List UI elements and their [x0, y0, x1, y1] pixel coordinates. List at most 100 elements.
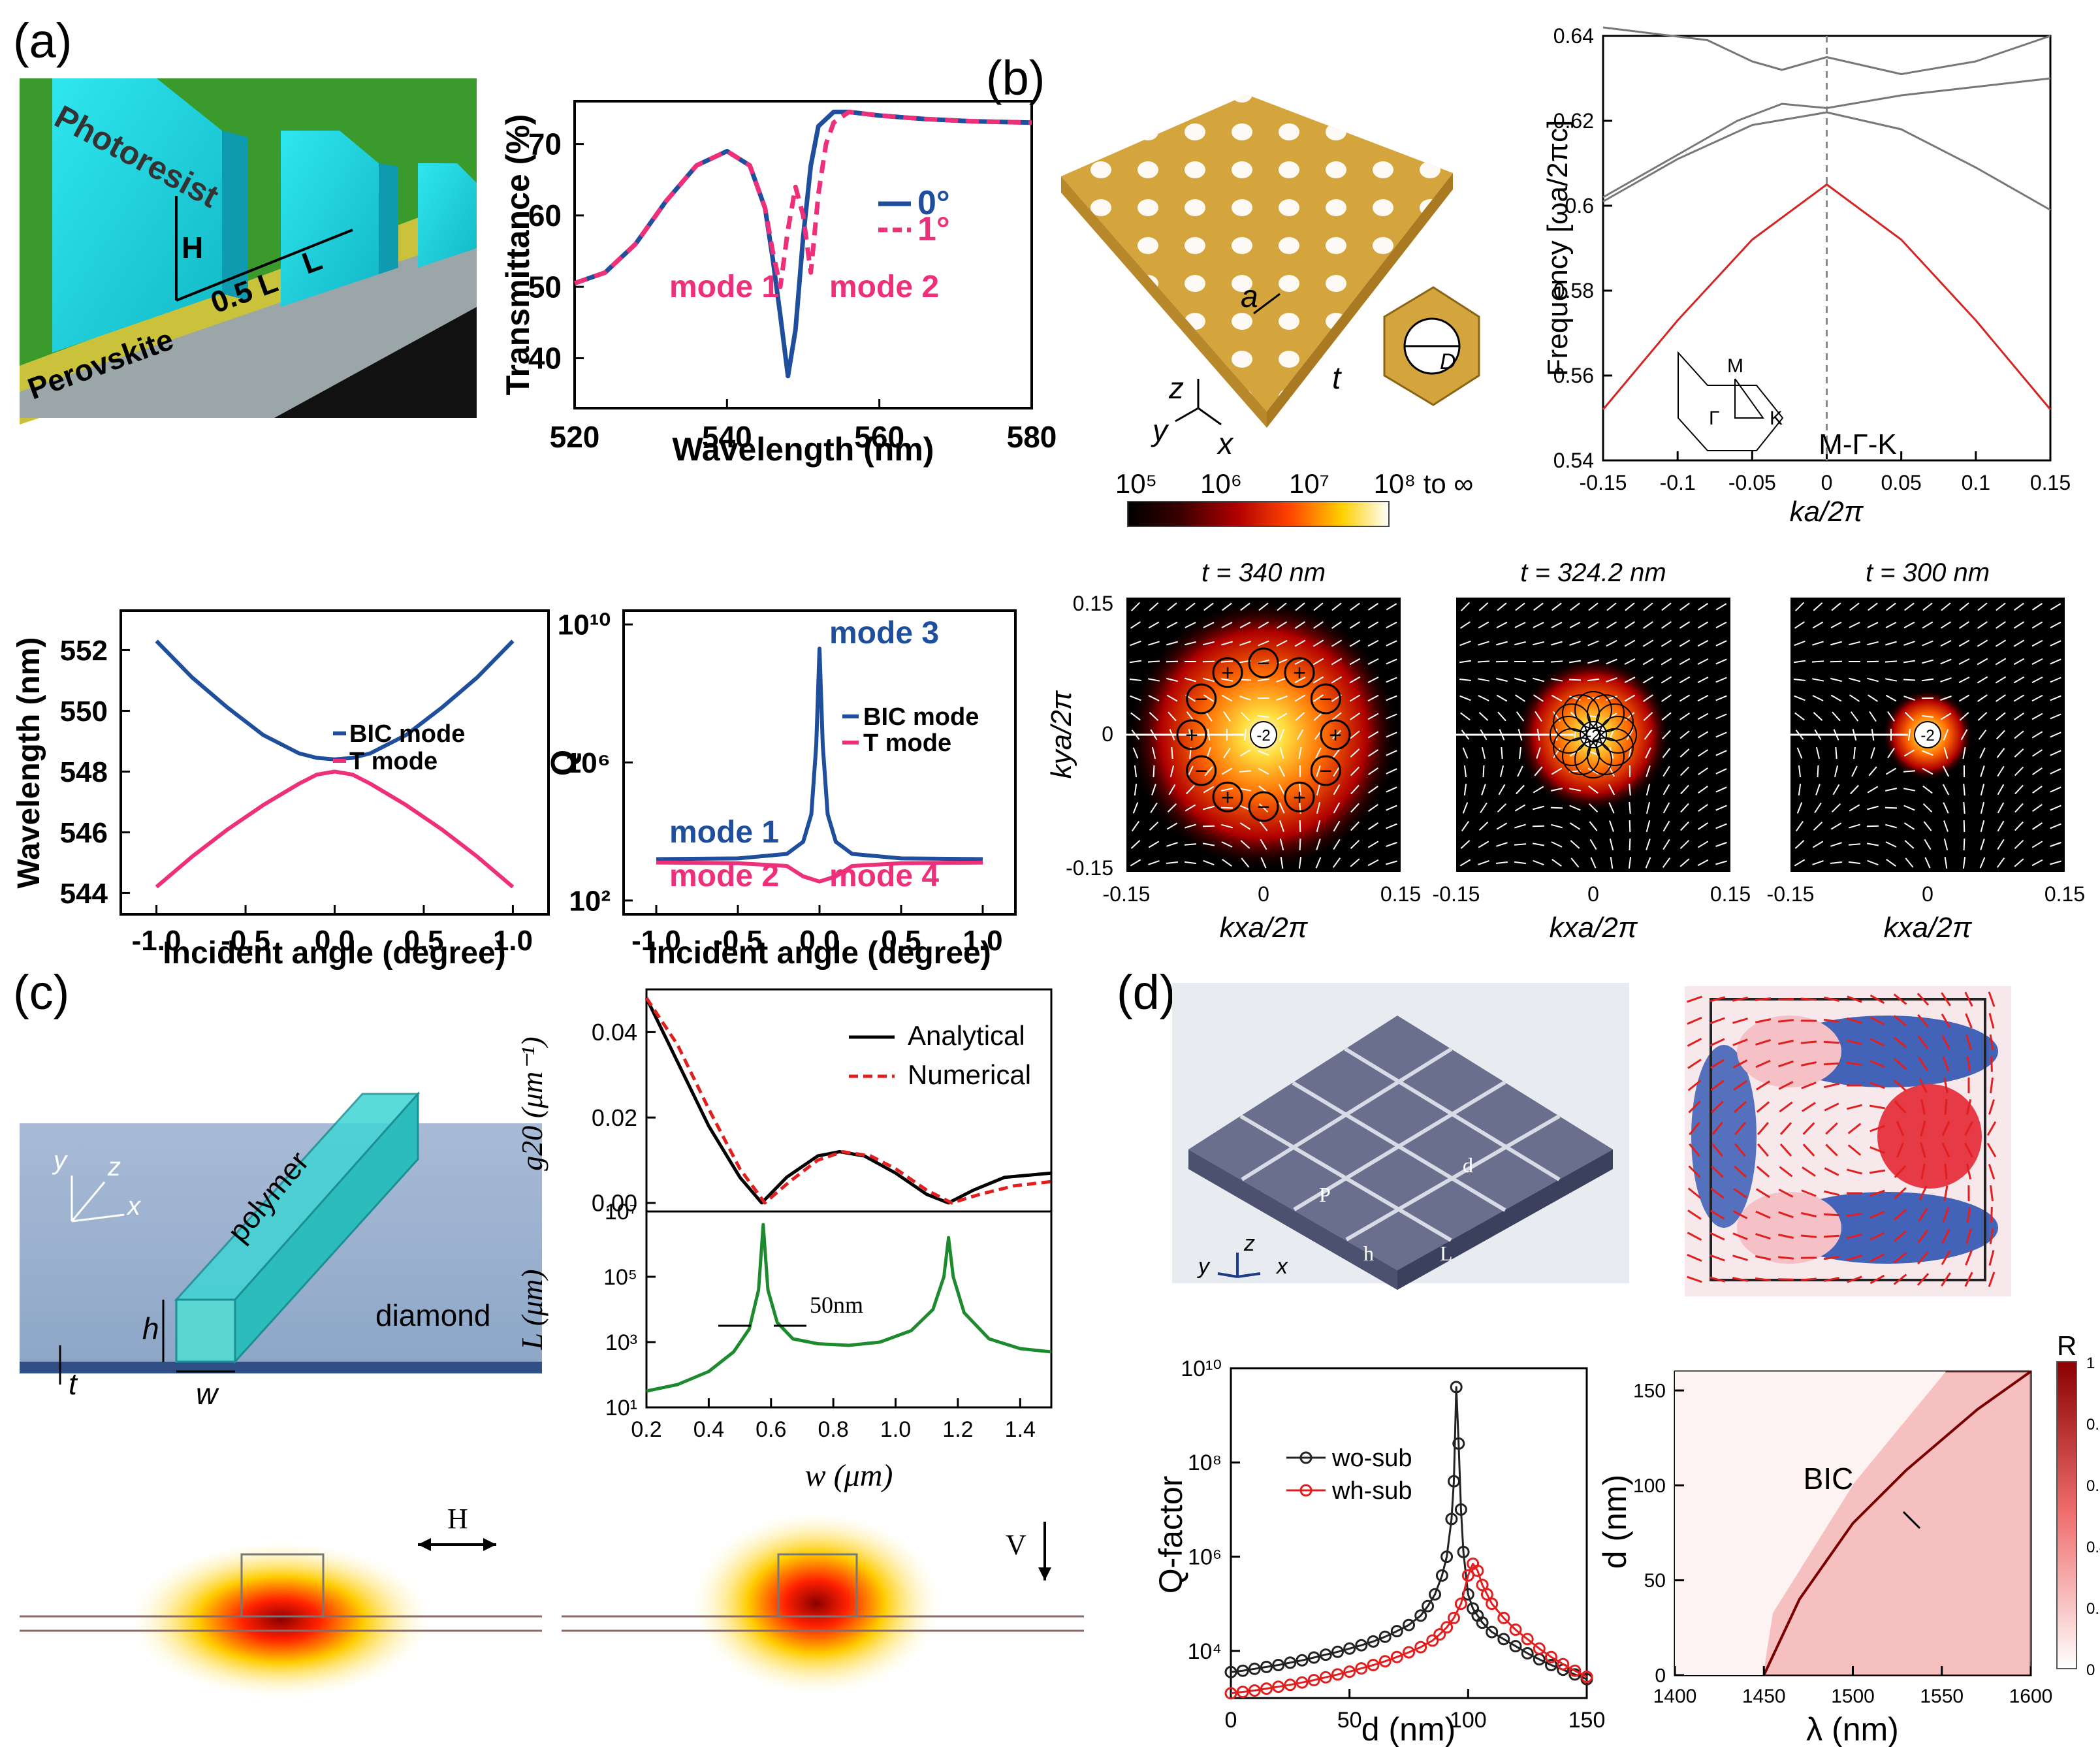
b-kspace-vector	[1849, 804, 1860, 812]
b-kspace-vector	[2031, 621, 2043, 629]
d-field-arrow	[1710, 1038, 1725, 1047]
b-kspace-vector	[1867, 859, 1879, 866]
d-field-arrow	[1779, 1101, 1793, 1113]
b-kspace-vector	[1922, 750, 1933, 756]
d-field-arrow	[1989, 1228, 1994, 1245]
b-kspace-vector	[1333, 765, 1341, 777]
d-q-point	[1319, 1648, 1332, 1661]
b-kspace-vector	[1480, 802, 1488, 814]
b-kspace-vector	[1187, 765, 1194, 777]
b-kspace-vector	[1610, 856, 1614, 869]
b-kspace-vector	[1588, 602, 1599, 611]
d-q-point	[1272, 1659, 1285, 1671]
b-kspace-vector	[1698, 803, 1708, 812]
d-field-arrow	[1896, 1121, 1905, 1136]
b-kspace-xtick: 0	[1258, 882, 1269, 906]
b-kspace-vector	[1812, 860, 1824, 865]
b-kspace-vector	[1295, 602, 1305, 611]
d-q-point	[1497, 1633, 1510, 1646]
b-kspace-vector	[1478, 712, 1489, 721]
b-kspace-vector	[1815, 746, 1821, 760]
b-kspace-vector	[1148, 678, 1160, 682]
b-kspace-vector	[1313, 694, 1324, 702]
b-kspace-vector	[1867, 622, 1879, 628]
b-kspace-vector	[1977, 712, 1988, 721]
b-kspace-vector	[1944, 856, 1948, 869]
d-field-arrow	[1823, 1018, 1840, 1023]
d-field-arrow	[1847, 1168, 1862, 1175]
b-kspace-charge-3: −	[1257, 795, 1270, 820]
b-kspace-vector	[2050, 750, 2061, 756]
b-kspace-vector	[1697, 859, 1709, 867]
b-kspace-vector	[1386, 621, 1397, 629]
a-wavelength-ytick-label: 548	[60, 756, 108, 788]
d-field-arrow	[1823, 1213, 1840, 1217]
b-kspace-vector	[1460, 712, 1471, 721]
b-kspace-vector	[1496, 677, 1508, 682]
b-kspace-vector	[1258, 621, 1269, 629]
b-kspace-vector	[1569, 805, 1581, 811]
d-field-arrow	[1893, 993, 1907, 1005]
legend-label-1: Numerical	[908, 1059, 1031, 1090]
b-kspace-vector	[1551, 678, 1563, 682]
b-kspace-vector	[1794, 840, 1805, 849]
d-field-arrow	[1801, 1082, 1817, 1089]
b-kspace-vector	[1645, 747, 1651, 759]
b-kspace-vector	[1258, 803, 1269, 813]
b-kspace-vector	[1796, 747, 1803, 759]
b-kspace-vector	[1331, 712, 1342, 721]
b-kspace-vector	[1132, 802, 1139, 814]
c-g20-ytick-label: 0.00	[592, 1190, 637, 1217]
b-kspace-center-label-0: -2	[1256, 727, 1270, 745]
b-bands-ylabel: Frequency [ωa/2πc]	[1542, 120, 1574, 376]
b-kspace-vector	[1279, 839, 1284, 850]
b-kspace-vector	[1646, 765, 1651, 777]
b-kspace-vector	[1149, 822, 1159, 831]
b-kspace-vector	[1239, 770, 1252, 773]
b-kspace-vector	[1148, 695, 1160, 701]
d-q-ytick-label: 10⁴	[1188, 1639, 1222, 1664]
b-kspace-vector	[1848, 861, 1861, 865]
b-kspace-vector	[1350, 713, 1360, 720]
b-kspace-vector	[2031, 694, 2043, 702]
b-kspace-vector	[2014, 839, 2024, 850]
b-kspace-vector	[1661, 658, 1672, 665]
b-kspace-ytick-zero: 0	[1102, 722, 1113, 746]
b-kspace-charge-ring	[1284, 657, 1315, 688]
b-kspace-vector	[1316, 839, 1321, 850]
d-field-arrow	[1869, 1274, 1885, 1285]
b-kspace-vector	[1478, 641, 1489, 646]
b-kspace-vector	[1963, 820, 1965, 833]
b-bands-series-2	[1602, 77, 2051, 199]
d-field-arrow	[1689, 1143, 1700, 1157]
b-kspace-vector	[1296, 729, 1304, 741]
a-q-ytick-label: 10¹⁰	[558, 609, 611, 641]
b-kspace-xtick: 0.15	[2044, 882, 2085, 906]
b-kspace-vector	[1646, 839, 1651, 850]
b-kspace-vector	[1922, 785, 1933, 794]
b-kspace-vector	[1496, 694, 1508, 702]
d-field-arrow	[1732, 997, 1749, 1002]
b-kspace-vector	[1963, 838, 1965, 851]
b-kspace-vector	[1628, 746, 1632, 760]
d-field-arrow	[1847, 1123, 1862, 1134]
b-kspace-vector	[1367, 859, 1379, 867]
b-kspace-vector	[1589, 821, 1598, 831]
b-kspace-charge-4: +	[1221, 785, 1234, 810]
c-g20-ytick-label: 0.02	[592, 1104, 637, 1131]
b-kspace-vector	[1697, 694, 1709, 702]
d-q-point	[1284, 1656, 1297, 1669]
b-kspace-charge-ring	[1176, 719, 1207, 750]
b-kspace-vector	[1922, 621, 1933, 629]
b-kspace-vector	[1514, 861, 1527, 865]
b-kspace-vector	[1698, 767, 1708, 775]
d-field-arrow	[1823, 1062, 1840, 1066]
b-kspace-vector	[1168, 784, 1176, 795]
b-kspace-vector	[1697, 639, 1709, 647]
d-field-arrow	[1847, 1254, 1862, 1262]
d-field-arrow	[1944, 1098, 1948, 1115]
b-kspace-vector	[1463, 765, 1467, 778]
c-g20-chart: 0.00 0.02 0.04 g20 (μm⁻¹) Analytical Numerica…	[515, 988, 1053, 1217]
b-kspace-vector	[1663, 765, 1670, 777]
d-field-arrow	[1777, 1234, 1794, 1239]
